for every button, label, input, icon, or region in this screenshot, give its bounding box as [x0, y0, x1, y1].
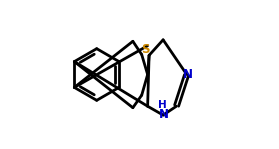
Text: H: H [158, 100, 167, 111]
Text: N: N [182, 68, 193, 81]
Text: S: S [141, 43, 150, 56]
Text: N: N [159, 108, 169, 121]
